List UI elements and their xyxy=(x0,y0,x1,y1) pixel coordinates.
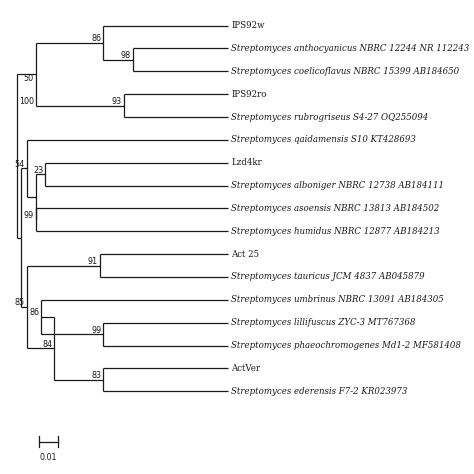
Text: 99: 99 xyxy=(24,211,34,220)
Text: 23: 23 xyxy=(33,165,43,174)
Text: 98: 98 xyxy=(121,51,131,60)
Text: 50: 50 xyxy=(24,74,34,83)
Text: IPS92ro: IPS92ro xyxy=(231,90,267,99)
Text: 86: 86 xyxy=(29,309,39,318)
Text: IPS92w: IPS92w xyxy=(231,21,265,30)
Text: Lzd4kr: Lzd4kr xyxy=(231,158,262,167)
Text: Streptomyces qaidamensis S10 KT428693: Streptomyces qaidamensis S10 KT428693 xyxy=(231,136,416,145)
Text: 85: 85 xyxy=(15,298,25,307)
Text: 93: 93 xyxy=(111,97,122,106)
Text: ActVer: ActVer xyxy=(231,364,261,373)
Text: Streptomyces coelicoflavus NBRC 15399 AB184650: Streptomyces coelicoflavus NBRC 15399 AB… xyxy=(231,67,460,76)
Text: Streptomyces alboniger NBRC 12738 AB184111: Streptomyces alboniger NBRC 12738 AB1841… xyxy=(231,181,445,190)
Text: 99: 99 xyxy=(91,326,101,335)
Text: 54: 54 xyxy=(15,160,25,169)
Text: Act 25: Act 25 xyxy=(231,250,260,259)
Text: Streptomyces ederensis F7-2 KR023973: Streptomyces ederensis F7-2 KR023973 xyxy=(231,387,408,396)
Text: 84: 84 xyxy=(42,340,52,349)
Text: 83: 83 xyxy=(91,371,101,380)
Text: Streptomyces anthocyanicus NBRC 12244 NR 112243: Streptomyces anthocyanicus NBRC 12244 NR… xyxy=(231,44,470,53)
Text: Streptomyces humidus NBRC 12877 AB184213: Streptomyces humidus NBRC 12877 AB184213 xyxy=(231,227,440,236)
Text: Streptomyces phaeochromogenes Md1-2 MF581408: Streptomyces phaeochromogenes Md1-2 MF58… xyxy=(231,341,461,350)
Text: Streptomyces asoensis NBRC 13813 AB184502: Streptomyces asoensis NBRC 13813 AB18450… xyxy=(231,204,440,213)
Text: Streptomyces umbrinus NBRC 13091 AB184305: Streptomyces umbrinus NBRC 13091 AB18430… xyxy=(231,295,444,304)
Text: 91: 91 xyxy=(88,257,98,266)
Text: Streptomyces rubrogriseus S4-27 OQ255094: Streptomyces rubrogriseus S4-27 OQ255094 xyxy=(231,112,428,121)
Text: 0.01: 0.01 xyxy=(39,453,57,462)
Text: Streptomyces tauricus JCM 4837 AB045879: Streptomyces tauricus JCM 4837 AB045879 xyxy=(231,273,425,282)
Text: Streptomyces lillifuscus ZYC-3 MT767368: Streptomyces lillifuscus ZYC-3 MT767368 xyxy=(231,318,416,327)
Text: 86: 86 xyxy=(91,34,101,43)
Text: 100: 100 xyxy=(19,97,34,106)
